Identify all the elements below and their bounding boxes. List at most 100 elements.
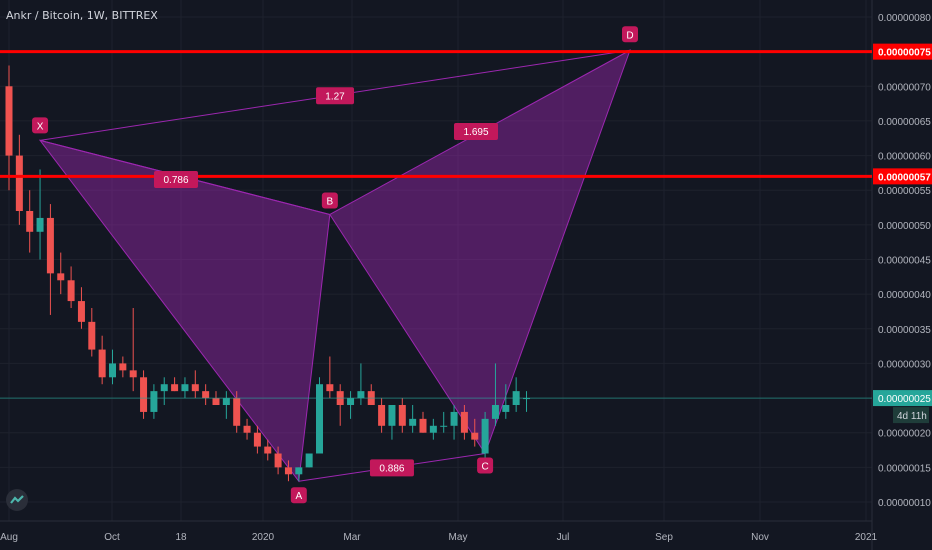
candle-body[interactable] (233, 398, 241, 426)
candle-body[interactable] (316, 384, 323, 454)
candle-body[interactable] (491, 405, 499, 419)
countdown-tag (893, 407, 929, 424)
level-price-tag (873, 43, 932, 60)
candle-body[interactable] (77, 301, 85, 322)
candle-body[interactable] (326, 384, 334, 392)
time-tick-label: Aug (0, 532, 18, 543)
time-tick-label: 2021 (855, 532, 878, 543)
pattern-point-badge[interactable] (321, 192, 338, 209)
pattern-point-badge[interactable] (622, 26, 638, 43)
candle-body[interactable] (357, 391, 365, 399)
time-tick-label: Nov (751, 532, 769, 543)
candle-body[interactable] (36, 217, 44, 232)
candle-body[interactable] (253, 432, 261, 447)
symbol-label: Ankr / Bitcoin, 1W, BITTREX (6, 9, 158, 22)
tradingview-logo-icon[interactable] (6, 489, 28, 511)
candle-body[interactable] (419, 418, 427, 433)
level-price-tag (873, 168, 932, 185)
pattern-point-badge[interactable] (477, 457, 494, 474)
level-price-label: 0.00000075 (878, 48, 931, 59)
price-tick-label: 0.00000030 (878, 359, 931, 370)
candle-body[interactable] (202, 391, 210, 399)
candle-body[interactable] (46, 217, 54, 274)
pattern-ratio-label: 0.886 (379, 463, 404, 474)
candle-body[interactable] (398, 405, 406, 426)
level-price-label: 0.00000057 (878, 172, 931, 183)
time-tick-label: Oct (104, 532, 120, 543)
candle-body[interactable] (88, 321, 96, 350)
candle-body[interactable] (305, 453, 313, 468)
time-tick-label: 18 (175, 532, 187, 543)
candle-body[interactable] (243, 425, 251, 433)
current-price-label: 0.00000025 (878, 394, 931, 405)
candle-body[interactable] (264, 446, 272, 454)
pattern-point-label: A (295, 491, 302, 502)
price-tick-label: 0.00000055 (878, 186, 931, 197)
candle-body[interactable] (212, 398, 220, 405)
candle-body[interactable] (429, 425, 437, 433)
pattern-point-label: D (626, 30, 633, 41)
candle-body[interactable] (450, 411, 458, 426)
countdown-label: 4d 11h (897, 411, 927, 422)
time-tick-label: 2020 (252, 532, 275, 543)
candle-body[interactable] (140, 377, 148, 412)
time-tick-label: May (449, 532, 468, 543)
candle-body[interactable] (347, 398, 355, 405)
candle-body[interactable] (460, 411, 468, 433)
pattern-point-label: C (481, 462, 488, 473)
candle-body[interactable] (274, 453, 282, 468)
candle-body[interactable] (191, 384, 199, 392)
price-tick-label: 0.00000035 (878, 325, 931, 336)
candle-body[interactable] (57, 273, 65, 281)
candle-body[interactable] (440, 425, 448, 427)
candle-body[interactable] (378, 405, 386, 426)
pattern-point-label: B (327, 196, 334, 207)
candle-body[interactable] (109, 363, 116, 378)
pattern-ratio-badge[interactable] (154, 171, 198, 188)
price-tick-label: 0.00000020 (878, 429, 931, 440)
time-tick-label: Mar (343, 532, 361, 543)
candle-body[interactable] (119, 363, 127, 371)
candle-body[interactable] (222, 398, 230, 405)
price-tick-label: 0.00000010 (878, 498, 931, 509)
price-tick-label: 0.00000015 (878, 463, 931, 474)
candle-body[interactable] (471, 432, 479, 440)
time-tick-label: Sep (655, 532, 673, 543)
pattern-ratio-badge[interactable] (316, 87, 355, 105)
pattern-ratio-badge[interactable] (454, 123, 498, 140)
candle-body[interactable] (15, 155, 23, 211)
pattern-ratio-label: 1.695 (463, 127, 488, 138)
candle-body[interactable] (160, 384, 168, 392)
price-tick-label: 0.00000045 (878, 256, 931, 267)
price-tick-label: 0.00000060 (878, 152, 931, 163)
pattern-ratio-label: 0.786 (163, 175, 188, 186)
price-tick-label: 0.00000050 (878, 221, 931, 232)
pattern-point-badge[interactable] (290, 487, 307, 504)
time-tick-label: Jul (557, 532, 570, 543)
candle-body[interactable] (388, 405, 396, 426)
candle-body[interactable] (181, 384, 189, 392)
current-price-tag (873, 390, 932, 407)
pattern-point-label: X (37, 121, 44, 132)
candle-body[interactable] (129, 370, 137, 378)
pattern-point-badge[interactable] (32, 117, 49, 134)
price-tick-label: 0.00000080 (878, 13, 931, 24)
candle-body[interactable] (481, 418, 489, 454)
candle-body[interactable] (5, 86, 13, 156)
candle-body[interactable] (284, 467, 292, 475)
pattern-ratio-badge[interactable] (369, 459, 414, 477)
candle-body[interactable] (409, 418, 417, 426)
candle-body[interactable] (150, 391, 158, 412)
candle-body[interactable] (171, 384, 179, 392)
price-tick-label: 0.00000070 (878, 82, 931, 93)
pattern-ratio-label: 1.27 (325, 91, 345, 102)
candle-body[interactable] (98, 349, 106, 378)
price-tick-label: 0.00000040 (878, 290, 931, 301)
price-tick-label: 0.00000065 (878, 117, 931, 128)
candle-body[interactable] (502, 405, 510, 412)
candle-body[interactable] (26, 211, 34, 232)
candle-body[interactable] (67, 280, 75, 302)
candle-body[interactable] (295, 467, 303, 475)
